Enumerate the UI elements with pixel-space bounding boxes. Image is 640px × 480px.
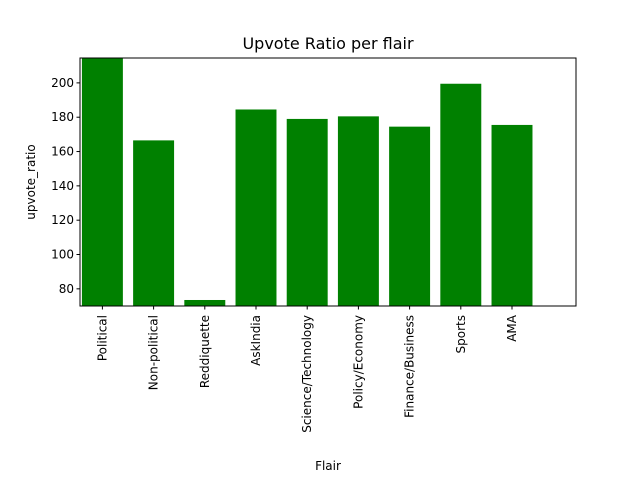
bar-non-political bbox=[133, 140, 175, 306]
y-tick-label: 160 bbox=[51, 145, 74, 159]
y-tick-label: 200 bbox=[51, 76, 74, 90]
bar-askindia bbox=[235, 109, 277, 307]
x-axis-label: Flair bbox=[315, 459, 341, 473]
bar-ama bbox=[491, 124, 533, 306]
y-tick-label: 140 bbox=[51, 179, 74, 193]
x-axis: Political Non-political Reddiquette AskIndi… bbox=[95, 306, 519, 433]
x-tick-label: Political bbox=[95, 315, 109, 361]
x-tick-label: AMA bbox=[505, 314, 519, 342]
x-tick-label: AskIndia bbox=[249, 315, 263, 366]
plot-frame bbox=[79, 57, 577, 307]
x-tick-label: Finance/Business bbox=[403, 315, 417, 418]
y-tick-label: 100 bbox=[51, 248, 74, 262]
bar-policy-economy bbox=[337, 116, 379, 307]
y-tick-label: 180 bbox=[51, 110, 74, 124]
bar-reddiquette bbox=[184, 299, 226, 306]
bar-political bbox=[81, 58, 123, 306]
x-tick-label: Science/Technology bbox=[300, 315, 314, 433]
y-tick-label: 80 bbox=[59, 282, 74, 296]
bar-science-technology bbox=[286, 118, 328, 306]
y-tick-label: 120 bbox=[51, 213, 74, 227]
y-axis: 80 100 120 140 160 180 200 bbox=[51, 76, 80, 296]
y-axis-label: upvote_ratio bbox=[24, 144, 38, 219]
x-tick-label: Sports bbox=[454, 315, 468, 353]
x-tick-label: Non-political bbox=[147, 315, 161, 390]
bars-group bbox=[81, 58, 533, 307]
bar-finance-business bbox=[389, 126, 431, 307]
x-tick-label: Policy/Economy bbox=[351, 315, 365, 409]
x-tick-label: Reddiquette bbox=[198, 315, 212, 388]
bar-sports bbox=[440, 83, 482, 306]
chart-title: Upvote Ratio per flair bbox=[242, 34, 413, 53]
